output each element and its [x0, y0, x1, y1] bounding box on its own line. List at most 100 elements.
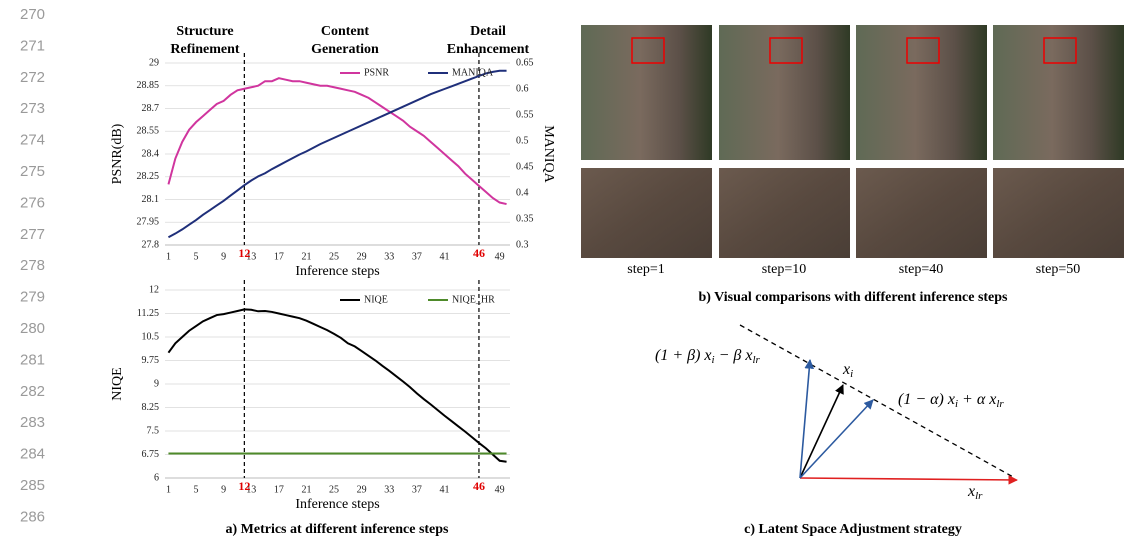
- line-number: 272: [20, 69, 45, 86]
- arrow-xlr: [799, 475, 1018, 485]
- line-number: 279: [20, 289, 45, 306]
- phase-step-label: 46: [473, 246, 485, 260]
- series-line: [167, 308, 507, 463]
- line-number: 284: [20, 446, 45, 463]
- y-tick-label: 28.25: [137, 171, 160, 182]
- y-axis-label: PSNR(dB): [110, 123, 125, 184]
- y-tick-label: 7.5: [147, 425, 160, 436]
- zoom-box: [906, 37, 940, 64]
- step-label: step=50: [1036, 262, 1080, 277]
- image-crop: [856, 168, 987, 258]
- caption-a: a) Metrics at different inference steps: [225, 522, 449, 537]
- y-tick-label: 28.4: [142, 148, 160, 159]
- y-tick-label: 28.55: [137, 126, 160, 137]
- series-line: [167, 69, 507, 239]
- image: [581, 25, 712, 160]
- y-tick-label: 9.75: [142, 355, 160, 366]
- x-tick-label: 33: [384, 484, 394, 495]
- image-crop: [993, 168, 1124, 258]
- line-number: 274: [20, 132, 45, 149]
- phase-label: Generation: [311, 42, 379, 57]
- phase-step-label: 46: [473, 479, 485, 493]
- x-tick-label: 29: [357, 484, 367, 495]
- phase-label: Detail: [470, 24, 506, 39]
- y2-tick-label: 0.35: [516, 213, 534, 224]
- x-tick-label: 33: [384, 251, 394, 262]
- image: [993, 25, 1124, 160]
- x-tick-label: 17: [274, 251, 284, 262]
- arrow-upper: [799, 359, 815, 479]
- legend-label: PSNR: [364, 67, 389, 78]
- phase-step-label: 12: [238, 479, 250, 493]
- y2-tick-label: 0.4: [516, 187, 529, 198]
- line-number: 281: [20, 351, 45, 368]
- x-tick-label: 13: [246, 484, 256, 495]
- line-number: 276: [20, 194, 45, 211]
- line-number: 285: [20, 477, 45, 494]
- line-number: 283: [20, 414, 45, 431]
- formula-xi: xi: [842, 361, 853, 380]
- image-crop: [719, 168, 850, 258]
- x-tick-label: 9: [221, 484, 226, 495]
- phase-step-label: 12: [238, 246, 250, 260]
- phase-label: Content: [321, 24, 370, 39]
- image: [856, 25, 987, 160]
- x-tick-label: 17: [274, 484, 284, 495]
- x-tick-label: 1: [166, 484, 171, 495]
- zoom-box: [631, 37, 665, 64]
- y2-tick-label: 0.65: [516, 57, 534, 68]
- caption-b: b) Visual comparisons with different inf…: [698, 290, 1008, 305]
- x-tick-label: 1: [166, 251, 171, 262]
- x-tick-label: 29: [357, 251, 367, 262]
- y-tick-label: 10.5: [142, 331, 160, 342]
- panel-b-images: [581, 25, 1124, 258]
- x-tick-label: 21: [301, 251, 311, 262]
- line-number: 282: [20, 383, 45, 400]
- formula-xlr: xlr: [967, 483, 983, 502]
- y-tick-label: 27.8: [142, 239, 160, 250]
- step-label: step=10: [762, 262, 806, 277]
- x-axis-label: Inference steps: [295, 264, 379, 279]
- panel-c-diagram: (1 + β) xi − β xlr xi (1 − α) xi + α xlr…: [655, 324, 1018, 502]
- y2-tick-label: 0.5: [516, 135, 529, 146]
- y-tick-label: 8.25: [142, 402, 160, 413]
- line-number: 275: [20, 163, 45, 180]
- line-number: 286: [20, 508, 45, 525]
- line-number: 270: [20, 6, 45, 23]
- y-tick-label: 27.95: [137, 217, 160, 228]
- x-tick-label: 41: [439, 251, 449, 262]
- x-tick-label: 41: [439, 484, 449, 495]
- x-tick-label: 37: [412, 251, 422, 262]
- y-tick-label: 28.85: [137, 80, 160, 91]
- image-crop: [581, 168, 712, 258]
- zoom-box: [1043, 37, 1077, 64]
- caption-c: c) Latent Space Adjustment strategy: [744, 522, 962, 537]
- x-tick-label: 49: [495, 251, 505, 262]
- x-tick-label: 9: [221, 251, 226, 262]
- image: [719, 25, 850, 160]
- y-tick-label: 9: [154, 378, 159, 389]
- y-tick-label: 28.7: [142, 103, 160, 114]
- y-tick-label: 28.1: [142, 194, 160, 205]
- line-number: 271: [20, 37, 45, 54]
- x-tick-label: 49: [495, 484, 505, 495]
- step-label: step=40: [899, 262, 943, 277]
- arrow-xi: [799, 384, 844, 479]
- formula-lower: (1 − α) xi + α xlr: [898, 391, 1004, 410]
- y-tick-label: 6: [154, 472, 159, 483]
- y2-axis-label: MANIQA: [541, 125, 556, 183]
- y-tick-label: 11.25: [137, 308, 159, 319]
- y-tick-label: 6.75: [142, 449, 160, 460]
- x-axis-label: Inference steps: [295, 497, 379, 512]
- line-number: 280: [20, 320, 45, 337]
- x-tick-label: 13: [246, 251, 256, 262]
- legend-label: NIQE_HR: [452, 294, 495, 305]
- x-tick-label: 5: [194, 251, 199, 262]
- dashed-line: [739, 324, 1016, 479]
- y-tick-label: 29: [149, 57, 159, 68]
- line-number: 277: [20, 226, 45, 243]
- x-tick-label: 37: [412, 484, 422, 495]
- phase-label: Refinement: [170, 42, 240, 57]
- phase-label: Structure: [176, 24, 233, 39]
